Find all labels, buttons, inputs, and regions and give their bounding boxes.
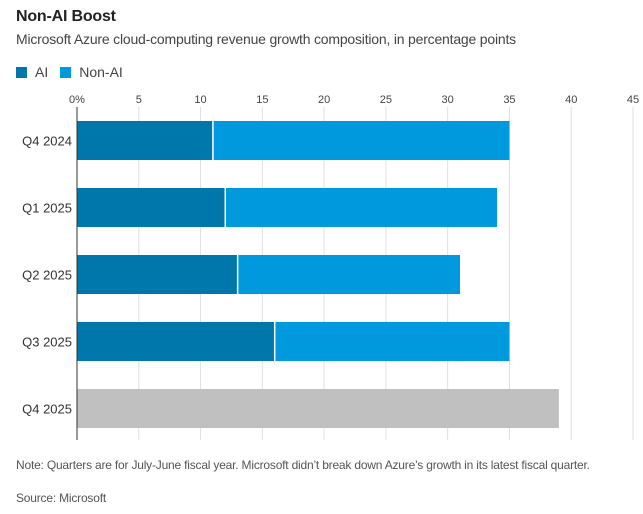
x-tick-label: 35 bbox=[503, 94, 515, 106]
category-label: Q4 2024 bbox=[22, 134, 72, 149]
legend-label-ai: AI bbox=[35, 64, 49, 80]
legend-item-non-ai: Non-AI bbox=[60, 64, 123, 80]
x-tick-label: 30 bbox=[442, 94, 454, 106]
x-tick-label: 45 bbox=[627, 94, 639, 106]
bar-ai bbox=[77, 188, 226, 227]
bar-chart: 0% 5 10 15 20 25 30 35 40 45 Q4 2024 Q1 2025 Q2 202… bbox=[22, 94, 639, 440]
bar-non-ai bbox=[237, 255, 461, 294]
source-note: Source: Microsoft bbox=[16, 491, 106, 505]
chart-subtitle: Microsoft Azure cloud-computing revenue … bbox=[16, 31, 516, 47]
bar-non-ai bbox=[212, 121, 510, 160]
bar-total-not-broken-down bbox=[77, 389, 559, 428]
bar-ai bbox=[77, 255, 238, 294]
y-axis-labels: Q4 2024 Q1 2025 Q2 2025 Q3 2025 Q4 2025 bbox=[22, 134, 72, 417]
bar-non-ai bbox=[274, 322, 510, 361]
bars bbox=[77, 121, 559, 428]
bar-ai bbox=[77, 121, 213, 160]
x-tick-label: 0% bbox=[69, 94, 85, 106]
legend-swatch-non-ai bbox=[60, 66, 72, 78]
x-tick-label: 20 bbox=[318, 94, 330, 106]
x-axis-ticks: 0% 5 10 15 20 25 30 35 40 45 bbox=[69, 94, 639, 106]
category-label: Q2 2025 bbox=[22, 268, 72, 283]
chart-title: Non-AI Boost bbox=[16, 8, 116, 25]
category-label: Q1 2025 bbox=[22, 201, 72, 216]
x-tick-label: 25 bbox=[380, 94, 392, 106]
x-tick-label: 40 bbox=[565, 94, 577, 106]
footnote: Note: Quarters are for July-June fiscal … bbox=[16, 458, 590, 472]
x-tick-label: 15 bbox=[256, 94, 268, 106]
x-tick-label: 10 bbox=[194, 94, 206, 106]
bar-ai bbox=[77, 322, 275, 361]
legend: AI Non-AI bbox=[16, 64, 135, 80]
category-label: Q3 2025 bbox=[22, 335, 72, 350]
bar-non-ai bbox=[225, 188, 498, 227]
x-tick-label: 5 bbox=[136, 94, 142, 106]
category-label: Q4 2025 bbox=[22, 402, 72, 417]
legend-item-ai: AI bbox=[16, 64, 48, 80]
legend-label-non-ai: Non-AI bbox=[79, 64, 123, 80]
legend-swatch-ai bbox=[16, 66, 27, 78]
